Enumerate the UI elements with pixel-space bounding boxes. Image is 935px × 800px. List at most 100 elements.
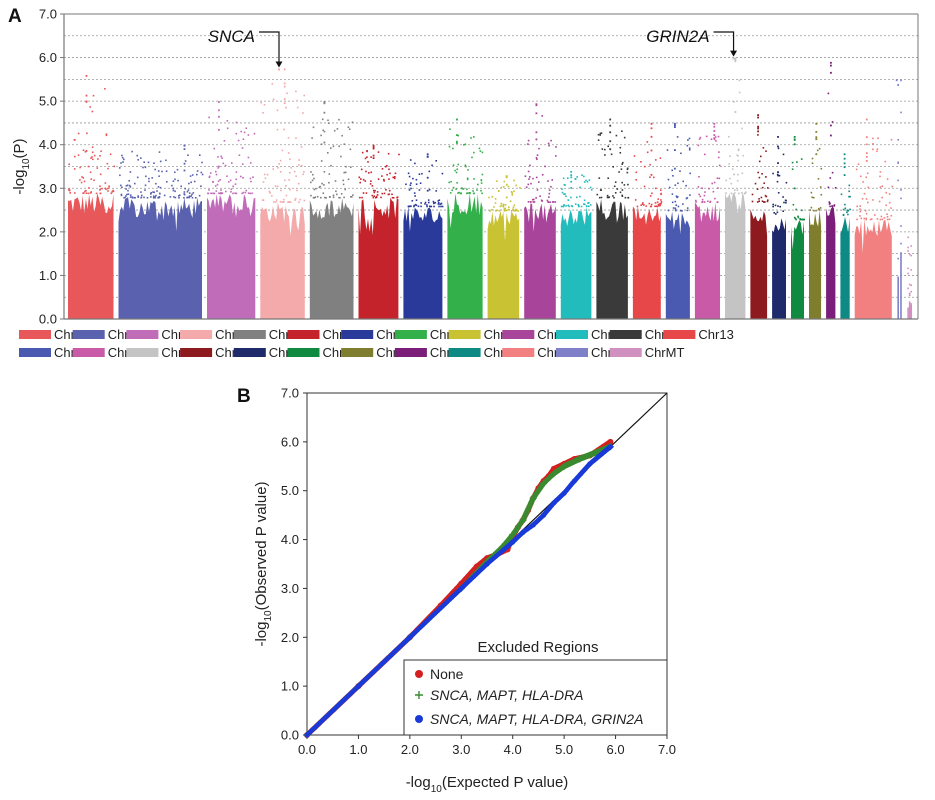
data-point [104, 187, 107, 190]
data-point [609, 140, 612, 143]
data-point [387, 193, 390, 196]
data-point [872, 137, 874, 140]
data-point [599, 134, 601, 136]
data-point [262, 112, 264, 114]
legend-swatch [341, 330, 374, 339]
data-point [640, 204, 642, 206]
data-point [799, 218, 801, 220]
data-point [810, 206, 813, 209]
chromosome-chr11 [560, 170, 593, 319]
series-snca-mapt-hla-dra-grin2a [304, 444, 614, 738]
panel-label-b: B [237, 386, 251, 407]
data-point [655, 159, 657, 161]
data-point [583, 181, 586, 183]
data-point [671, 169, 673, 172]
data-point [180, 185, 182, 188]
data-point [350, 196, 352, 198]
data-point [131, 196, 134, 198]
data-point [699, 195, 702, 198]
data-point [209, 172, 212, 174]
data-point [437, 200, 440, 202]
data-point [367, 161, 369, 163]
data-point [428, 188, 431, 191]
data-point [737, 155, 739, 157]
data-point [883, 217, 886, 219]
data-point [494, 198, 497, 200]
legend-swatch [663, 330, 696, 339]
data-point [327, 119, 329, 122]
data-point [741, 127, 743, 130]
data-point [466, 178, 469, 181]
data-point [585, 179, 587, 182]
data-point [87, 165, 90, 168]
data-point [842, 214, 845, 216]
data-point [410, 205, 412, 207]
data-point [81, 176, 83, 178]
data-point [621, 189, 624, 191]
data-point [535, 104, 538, 107]
legend-swatch [448, 348, 481, 357]
data-point [152, 197, 155, 199]
data-point [350, 166, 352, 168]
data-point [448, 181, 450, 184]
data-point [432, 200, 435, 203]
data-point [599, 189, 602, 191]
data-point [910, 245, 913, 247]
data-point [672, 207, 675, 209]
data-point [338, 145, 340, 148]
data-point [532, 177, 534, 180]
data-point [141, 194, 143, 197]
data-point [728, 163, 730, 165]
data-point [190, 195, 192, 197]
data-point [550, 186, 552, 188]
data-point [449, 128, 451, 130]
data-point [900, 242, 902, 245]
data-point [660, 199, 662, 201]
data-point [166, 181, 168, 183]
data-point [144, 184, 147, 187]
data-point [796, 161, 798, 163]
data-point [226, 127, 229, 130]
data-point [74, 155, 76, 158]
legend-label: Chr13 [698, 327, 733, 342]
data-point [745, 191, 747, 193]
data-point [881, 185, 884, 187]
data-point [316, 195, 319, 198]
data-point [282, 201, 285, 203]
data-point [758, 176, 761, 179]
data-point [283, 102, 286, 105]
chromosome-chr18 [772, 136, 788, 319]
data-point [271, 195, 273, 197]
data-point [121, 154, 123, 157]
data-point [859, 208, 861, 210]
data-point [214, 185, 217, 187]
data-point [156, 190, 158, 192]
data-point [828, 203, 831, 205]
data-point [478, 147, 481, 150]
data-point [466, 188, 468, 191]
data-point [653, 176, 655, 179]
data-point [581, 174, 583, 176]
data-point [476, 189, 478, 191]
data-point [564, 193, 566, 195]
data-point [527, 139, 530, 142]
data-point [827, 92, 830, 95]
legend-box [403, 659, 668, 736]
data-point [176, 168, 179, 171]
data-point [154, 168, 156, 171]
data-point [311, 179, 314, 182]
data-mass [694, 202, 720, 319]
data-point [456, 168, 458, 171]
x-tick-label: 2.0 [401, 742, 419, 757]
data-point [441, 172, 444, 175]
data-point [289, 158, 291, 161]
data-point [782, 153, 785, 156]
data-point [513, 179, 515, 182]
data-point [312, 173, 314, 176]
data-point [667, 178, 670, 181]
data-point [643, 204, 645, 206]
data-point [672, 175, 674, 177]
data-point [152, 195, 155, 197]
data-mass [118, 197, 202, 319]
data-point [589, 186, 592, 189]
